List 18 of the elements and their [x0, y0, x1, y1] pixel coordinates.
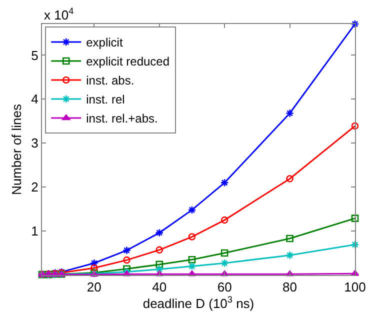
- x-axis-title: deadline D (10$^{3}$ ns): [142, 294, 254, 312]
- x-tick-label: 40: [152, 280, 167, 295]
- y-tick-label: 4: [31, 92, 38, 107]
- text: x 10$^{4}$: [44, 6, 74, 22]
- legend-label: inst. rel: [86, 92, 125, 107]
- x-tick-label: 60: [217, 280, 232, 295]
- x-tick-label: 100: [344, 280, 366, 295]
- y-tick-label: 3: [31, 136, 38, 151]
- legend-label: explicit: [86, 36, 124, 50]
- legend-label: inst. abs.: [86, 74, 134, 88]
- y-tick-label: 5: [31, 48, 38, 63]
- x-tick-label: 80: [282, 280, 298, 295]
- legend-label: inst. rel.+abs.: [86, 112, 158, 126]
- y-tick-label: 2: [31, 180, 38, 195]
- y-tick-label: 1: [31, 224, 38, 239]
- y-axis-title: Number of lines: [9, 103, 24, 196]
- legend-label: explicit reduced: [86, 54, 170, 69]
- x-tick-label: 20: [86, 280, 102, 295]
